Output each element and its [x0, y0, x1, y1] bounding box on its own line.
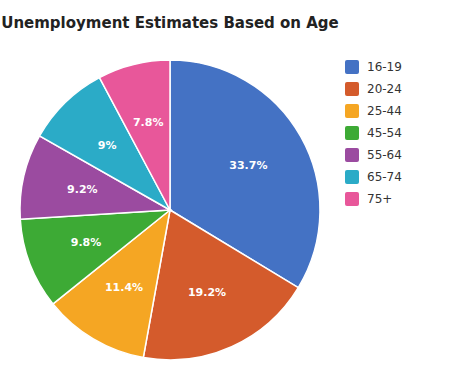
legend-swatch — [345, 126, 359, 140]
data-labels: 33.7% 19.2% 11.4% 9.8% 9.2% 9% 7.8% — [67, 116, 267, 298]
slices — [20, 60, 320, 360]
legend-swatch — [345, 82, 359, 96]
legend-label: 45-54 — [367, 126, 402, 140]
slice — [20, 210, 170, 304]
data-label: 9% — [98, 139, 117, 152]
legend-label: 55-64 — [367, 148, 402, 162]
legend-label: 20-24 — [367, 82, 402, 96]
data-label: 9.2% — [67, 183, 98, 196]
legend-swatch — [345, 60, 359, 74]
legend: 16-19 20-24 25-44 45-54 55-64 65-74 75+ — [345, 60, 402, 206]
title: Unemployment Estimates Based on Age — [1, 14, 339, 32]
legend-label: 75+ — [367, 192, 392, 206]
legend-swatch — [345, 148, 359, 162]
legend-label: 16-19 — [367, 60, 402, 74]
data-label: 11.4% — [105, 281, 143, 294]
legend-swatch — [345, 192, 359, 206]
data-label: 33.7% — [229, 159, 267, 172]
slice — [99, 60, 170, 210]
data-label: 7.8% — [133, 116, 164, 129]
legend-swatch — [345, 104, 359, 118]
legend-label: 65-74 — [367, 170, 402, 184]
data-label: 9.8% — [71, 236, 102, 249]
chart-container: Unemployment Estimates Based on Age 33.7%… — [0, 0, 474, 387]
chart: Unemployment Estimates Based on Age 33.7%… — [0, 0, 474, 387]
legend-label: 25-44 — [367, 104, 402, 118]
data-label: 19.2% — [188, 286, 226, 299]
legend-swatch — [345, 170, 359, 184]
